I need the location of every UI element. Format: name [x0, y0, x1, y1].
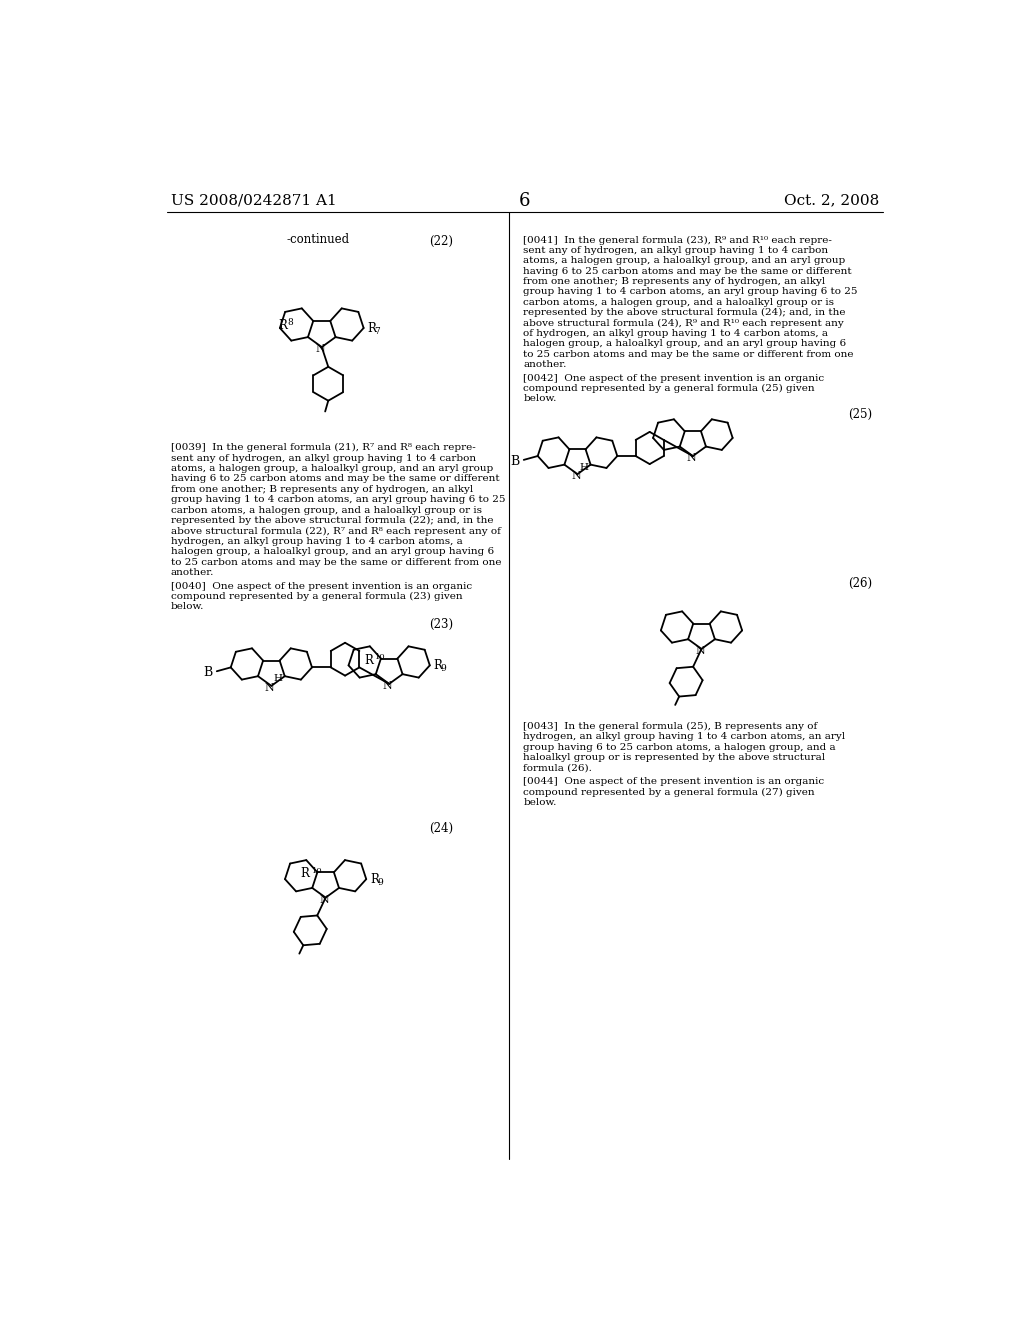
- Text: [0039]  In the general formula (21), R⁷ and R⁸ each repre-: [0039] In the general formula (21), R⁷ a…: [171, 444, 475, 453]
- Text: to 25 carbon atoms and may be the same or different from one: to 25 carbon atoms and may be the same o…: [171, 557, 501, 566]
- Text: US 2008/0242871 A1: US 2008/0242871 A1: [171, 194, 336, 207]
- Text: (23): (23): [429, 618, 453, 631]
- Text: 9: 9: [377, 878, 383, 887]
- Text: from one another; B represents any of hydrogen, an alkyl: from one another; B represents any of hy…: [523, 277, 825, 286]
- Text: haloalkyl group or is represented by the above structural: haloalkyl group or is represented by the…: [523, 754, 825, 762]
- Text: formula (26).: formula (26).: [523, 763, 592, 772]
- Text: 8: 8: [287, 318, 293, 327]
- Text: group having 6 to 25 carbon atoms, a halogen group, and a: group having 6 to 25 carbon atoms, a hal…: [523, 743, 836, 752]
- Text: B: B: [203, 667, 212, 680]
- Text: (22): (22): [429, 235, 453, 248]
- Text: N: N: [695, 647, 705, 656]
- Text: [0043]  In the general formula (25), B represents any of: [0043] In the general formula (25), B re…: [523, 722, 817, 731]
- Text: having 6 to 25 carbon atoms and may be the same or different: having 6 to 25 carbon atoms and may be t…: [171, 474, 500, 483]
- Text: compound represented by a general formula (23) given: compound represented by a general formul…: [171, 591, 462, 601]
- Text: below.: below.: [171, 602, 204, 611]
- Text: above structural formula (22), R⁷ and R⁸ each represent any of: above structural formula (22), R⁷ and R⁸…: [171, 527, 501, 536]
- Text: compound represented by a general formula (27) given: compound represented by a general formul…: [523, 788, 815, 796]
- Text: (26): (26): [848, 577, 872, 590]
- Text: -continued: -continued: [287, 232, 350, 246]
- Text: [0044]  One aspect of the present invention is an organic: [0044] One aspect of the present inventi…: [523, 777, 824, 787]
- Text: sent any of hydrogen, an alkyl group having 1 to 4 carbon: sent any of hydrogen, an alkyl group hav…: [171, 454, 476, 463]
- Text: (24): (24): [429, 822, 453, 834]
- Text: to 25 carbon atoms and may be the same or different from one: to 25 carbon atoms and may be the same o…: [523, 350, 854, 359]
- Text: halogen group, a haloalkyl group, and an aryl group having 6: halogen group, a haloalkyl group, and an…: [171, 548, 494, 556]
- Text: N: N: [315, 345, 325, 354]
- Text: N: N: [265, 684, 274, 693]
- Text: group having 1 to 4 carbon atoms, an aryl group having 6 to 25: group having 1 to 4 carbon atoms, an ary…: [171, 495, 505, 504]
- Text: compound represented by a general formula (25) given: compound represented by a general formul…: [523, 384, 815, 393]
- Text: atoms, a halogen group, a haloalkyl group, and an aryl group: atoms, a halogen group, a haloalkyl grou…: [171, 465, 493, 473]
- Text: represented by the above structural formula (22); and, in the: represented by the above structural form…: [171, 516, 494, 525]
- Text: above structural formula (24), R⁹ and R¹⁰ each represent any: above structural formula (24), R⁹ and R¹…: [523, 318, 844, 327]
- Text: below.: below.: [523, 395, 557, 404]
- Text: carbon atoms, a halogen group, and a haloalkyl group or is: carbon atoms, a halogen group, and a hal…: [171, 506, 481, 515]
- Text: having 6 to 25 carbon atoms and may be the same or different: having 6 to 25 carbon atoms and may be t…: [523, 267, 852, 276]
- Text: group having 1 to 4 carbon atoms, an aryl group having 6 to 25: group having 1 to 4 carbon atoms, an ary…: [523, 288, 858, 297]
- Text: B: B: [510, 455, 519, 467]
- Text: hydrogen, an alkyl group having 1 to 4 carbon atoms, an aryl: hydrogen, an alkyl group having 1 to 4 c…: [523, 733, 846, 742]
- Text: sent any of hydrogen, an alkyl group having 1 to 4 carbon: sent any of hydrogen, an alkyl group hav…: [523, 246, 828, 255]
- Text: N: N: [571, 471, 581, 482]
- Text: N: N: [383, 681, 392, 692]
- Text: [0041]  In the general formula (23), R⁹ and R¹⁰ each repre-: [0041] In the general formula (23), R⁹ a…: [523, 235, 833, 244]
- Text: carbon atoms, a halogen group, and a haloalkyl group or is: carbon atoms, a halogen group, and a hal…: [523, 298, 835, 306]
- Text: 10: 10: [375, 653, 386, 661]
- Text: another.: another.: [171, 568, 214, 577]
- Text: N: N: [686, 453, 696, 463]
- Text: N: N: [319, 895, 329, 906]
- Text: halogen group, a haloalkyl group, and an aryl group having 6: halogen group, a haloalkyl group, and an…: [523, 339, 847, 348]
- Text: 7: 7: [375, 326, 380, 335]
- Text: H: H: [273, 675, 283, 684]
- Text: 10: 10: [311, 867, 323, 875]
- Text: below.: below.: [523, 797, 557, 807]
- Text: R: R: [434, 659, 442, 672]
- Text: 6: 6: [519, 191, 530, 210]
- Text: (25): (25): [848, 408, 872, 421]
- Text: R: R: [370, 873, 379, 886]
- Text: 9: 9: [440, 664, 446, 673]
- Text: R: R: [300, 867, 309, 880]
- Text: [0040]  One aspect of the present invention is an organic: [0040] One aspect of the present inventi…: [171, 582, 472, 590]
- Text: atoms, a halogen group, a haloalkyl group, and an aryl group: atoms, a halogen group, a haloalkyl grou…: [523, 256, 846, 265]
- Text: from one another; B represents any of hydrogen, an alkyl: from one another; B represents any of hy…: [171, 484, 473, 494]
- Text: of hydrogen, an alkyl group having 1 to 4 carbon atoms, a: of hydrogen, an alkyl group having 1 to …: [523, 329, 828, 338]
- Text: R: R: [364, 653, 373, 667]
- Text: R: R: [279, 319, 288, 333]
- Text: R: R: [368, 322, 377, 334]
- Text: H: H: [580, 463, 589, 471]
- Text: Oct. 2, 2008: Oct. 2, 2008: [784, 194, 880, 207]
- Text: represented by the above structural formula (24); and, in the: represented by the above structural form…: [523, 308, 846, 317]
- Text: hydrogen, an alkyl group having 1 to 4 carbon atoms, a: hydrogen, an alkyl group having 1 to 4 c…: [171, 537, 463, 546]
- Text: [0042]  One aspect of the present invention is an organic: [0042] One aspect of the present inventi…: [523, 374, 824, 383]
- Text: another.: another.: [523, 360, 566, 370]
